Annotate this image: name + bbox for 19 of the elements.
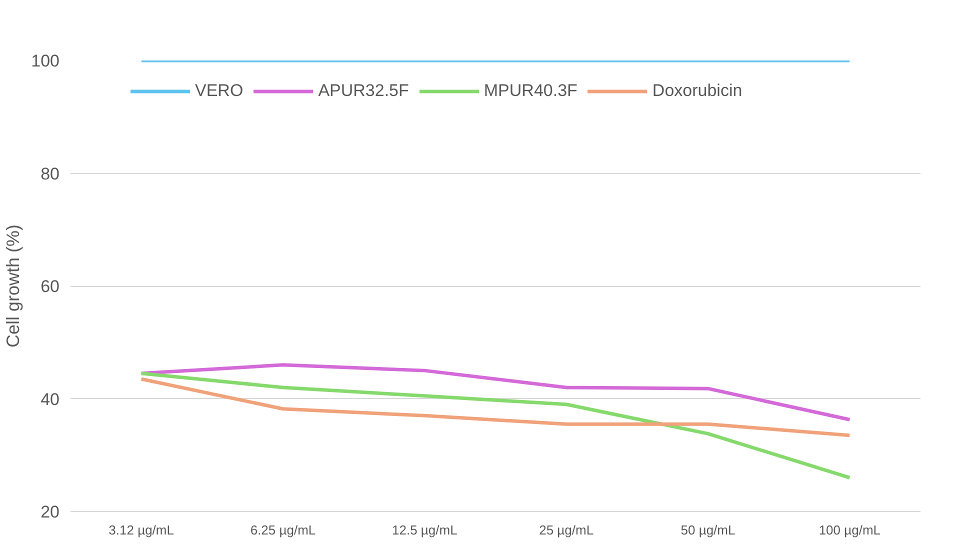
y-tick-label: 40 [40, 390, 60, 409]
x-tick-label: 50 µg/mL [680, 522, 736, 538]
line-series [140, 363, 852, 422]
line-series [140, 377, 852, 438]
y-axis-title: Cell growth (%) [3, 224, 24, 348]
x-tick-label: 3.12 µg/mL [108, 522, 174, 538]
line-series [140, 372, 852, 480]
x-tick-label: 100 µg/mL [818, 522, 881, 538]
legend-label: VERO [195, 81, 244, 101]
y-tick-label: 100 [31, 52, 60, 70]
y-tick-label: 60 [40, 277, 60, 296]
y-tick-label: 20 [40, 502, 60, 522]
legend-label: Doxorubicin [652, 81, 742, 101]
y-tick-label: 80 [40, 164, 60, 184]
x-tick-label: 25 µg/mL [539, 522, 594, 538]
legend-label: MPUR40.3F [484, 81, 578, 101]
x-tick-label: 6.25 µg/mL [250, 522, 316, 538]
legend-label: APUR32.5F [318, 81, 409, 101]
x-tick-label: 12.5 µg/mL [392, 522, 458, 538]
